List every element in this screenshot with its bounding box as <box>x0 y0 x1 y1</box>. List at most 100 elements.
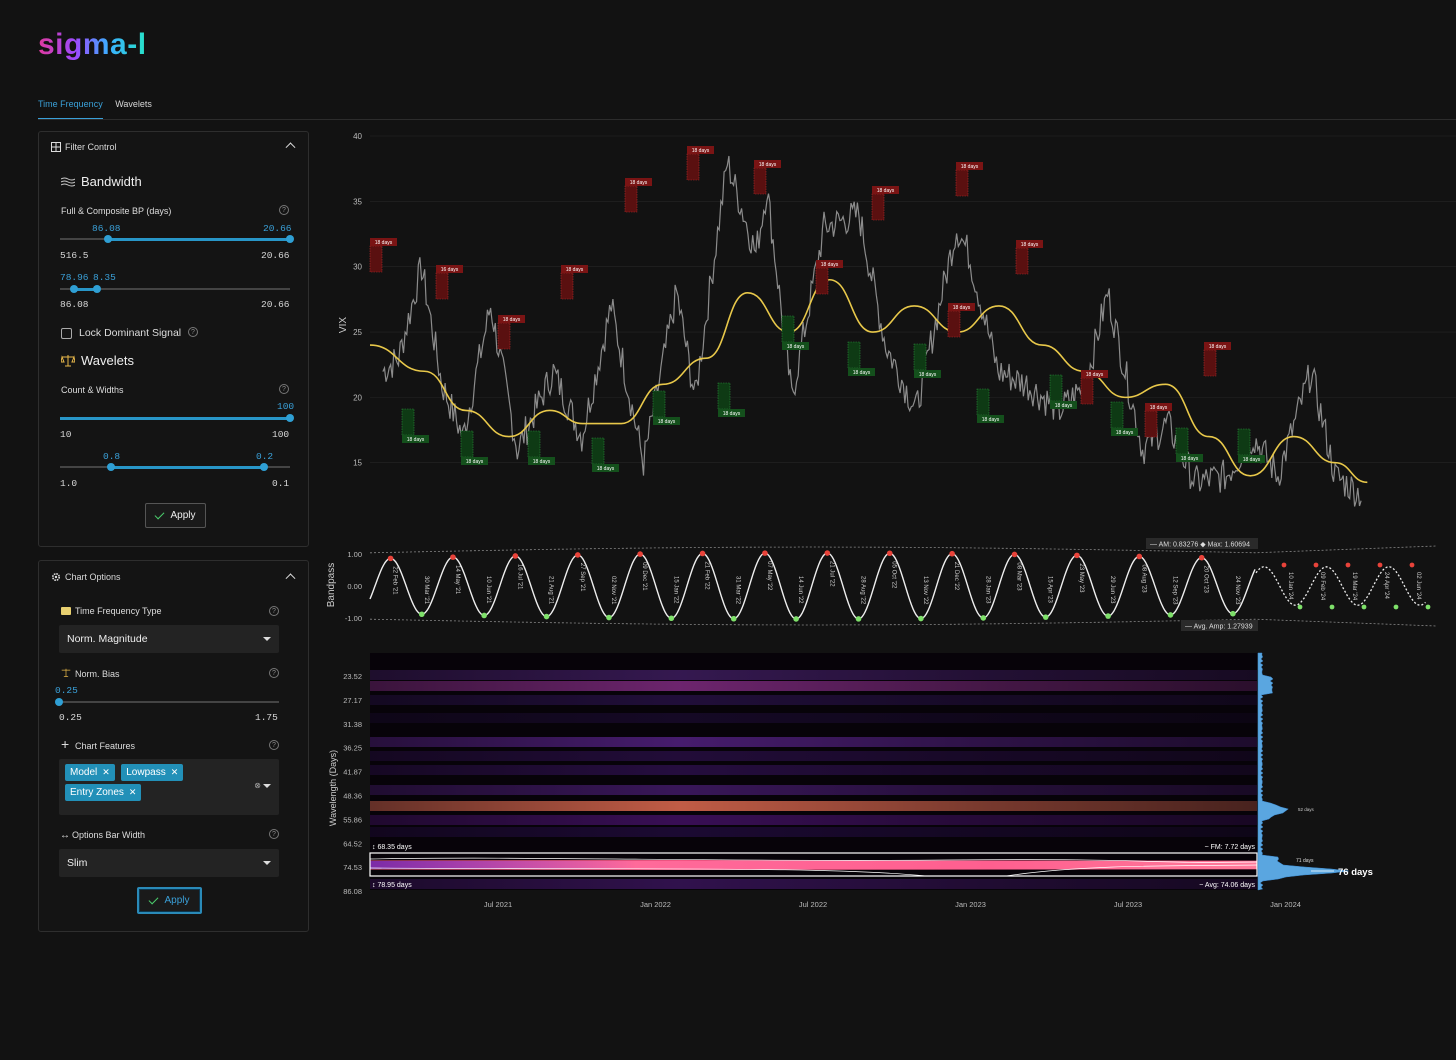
caret-down-icon <box>263 861 271 865</box>
bp-slider-low-handle[interactable] <box>104 235 112 243</box>
tf-type-select[interactable]: Norm. Magnitude <box>59 625 279 653</box>
bandpass-trough-marker <box>668 615 675 622</box>
trough-entry-zone: 18 days <box>976 388 1004 423</box>
heatmap-band <box>370 737 1257 747</box>
bandpass-peak-date: 21 Dec '22 <box>953 562 959 591</box>
svg-text:18 days: 18 days <box>1181 456 1199 462</box>
bandpass-chart[interactable]: Bandpass 1.00 0.00 -1.00 22 Feb '21 30 Mar … <box>326 538 1437 631</box>
wavelength-y-tick: 31.38 <box>343 720 362 729</box>
svg-text:18 days: 18 days <box>1150 405 1168 411</box>
chart-options-panel: Chart Options Time Frequency Type ? Norm… <box>38 560 309 932</box>
tab-wavelets[interactable]: Wavelets <box>115 99 152 109</box>
tf-type-label: Time Frequency Type <box>75 606 162 616</box>
peak-entry-zone: 18 days <box>497 315 525 350</box>
bandpass-peak-marker <box>574 552 581 558</box>
norm-bias-track[interactable] <box>55 698 279 706</box>
count-slider-handle[interactable] <box>286 414 294 422</box>
bandpass-trough-date: 21 Aug '21 <box>548 576 554 605</box>
composite-slider-track[interactable] <box>60 285 290 293</box>
filter-apply-button[interactable]: Apply <box>145 503 206 528</box>
composite-slider-high-handle[interactable] <box>93 285 101 293</box>
heatmap-band <box>370 879 1257 889</box>
help-icon[interactable]: ? <box>279 205 289 215</box>
chart-options-header[interactable]: Chart Options <box>39 561 308 593</box>
projected-trough-marker <box>1393 604 1399 610</box>
filter-control-panel: Filter Control Bandwidth Full & Composit… <box>38 131 309 547</box>
norm-bias-max: 1.75 <box>255 712 278 723</box>
count-slider-track[interactable] <box>60 414 294 422</box>
time-x-tick: Jul 2022 <box>799 900 827 909</box>
svg-text:18 days: 18 days <box>1243 457 1261 463</box>
bandpass-trough-marker <box>980 615 987 621</box>
vix-price-chart[interactable]: 15 20 25 30 35 40 VIX 18 days 16 days 18 days 18… <box>338 132 1456 507</box>
help-icon[interactable]: ? <box>188 327 198 337</box>
features-multiselect[interactable]: Model ✕ Lowpass ✕ Entry Zones ✕ ⊗ <box>59 759 279 815</box>
bandpass-peak-date: 08 Aug '23 <box>1140 564 1146 593</box>
bp-slider-min: 516.5 <box>60 250 89 261</box>
help-icon[interactable]: ? <box>269 829 279 839</box>
bandpass-y-tick: 1.00 <box>347 550 362 559</box>
width-slider-track[interactable] <box>60 463 290 471</box>
bandpass-trough-marker <box>793 616 799 622</box>
projection-date: 10 Jan '24 <box>1287 572 1293 600</box>
chart-options-apply-button[interactable]: Apply <box>137 887 202 914</box>
lock-dominant-checkbox[interactable] <box>61 328 72 339</box>
svg-text:18 days: 18 days <box>1055 403 1073 409</box>
feature-chip-entry-zones[interactable]: Entry Zones ✕ <box>65 784 142 801</box>
bandpass-avg-amp-annotation: — Avg. Amp: 1.27939 <box>1181 620 1258 631</box>
tab-time-frequency[interactable]: Time Frequency <box>38 96 103 119</box>
help-icon[interactable]: ? <box>269 668 279 678</box>
norm-bias-handle[interactable] <box>55 698 63 706</box>
collapse-chevron-icon[interactable] <box>285 573 296 584</box>
bandpass-trough-marker <box>1042 614 1049 620</box>
peak-entry-zone: 18 days <box>1144 403 1172 438</box>
app-logo: sigma-l <box>38 28 147 61</box>
bp-slider-max: 20.66 <box>261 250 290 261</box>
bandpass-peak-marker <box>824 550 831 556</box>
trough-entry-zone: 18 days <box>717 382 745 417</box>
bandpass-peak-date: 21 Jul '22 <box>828 561 834 587</box>
bandpass-trough-date: 30 Mar '21 <box>423 576 429 605</box>
check-icon <box>155 509 165 519</box>
feature-chip-lowpass[interactable]: Lowpass ✕ <box>121 764 184 781</box>
peak-entry-zone: 18 days <box>753 160 781 195</box>
remove-icon: ✕ <box>170 767 179 777</box>
wavelets-title: Wavelets <box>81 353 134 368</box>
composite-slider-low-handle[interactable] <box>70 285 78 293</box>
filter-apply-label: Apply <box>170 510 196 521</box>
bandpass-peak-date: 20 Oct '23 <box>1203 566 1209 594</box>
clear-icon[interactable]: ⊗ <box>254 781 261 790</box>
help-icon[interactable]: ? <box>279 384 289 394</box>
help-icon[interactable]: ? <box>269 606 279 616</box>
projected-trough-marker <box>1361 604 1367 610</box>
trough-entry-zone: 18 days <box>847 341 875 376</box>
time-frequency-charts[interactable]: 15 20 25 30 35 40 VIX 18 days 16 days 18 days 18… <box>326 120 1456 1060</box>
trough-entry-zone: 18 days <box>781 315 809 350</box>
wavelength-y-tick: 55.86 <box>343 815 362 824</box>
collapse-chevron-icon[interactable] <box>285 142 296 153</box>
help-icon[interactable]: ? <box>269 740 279 750</box>
bandpass-peak-date: 27 Sep '21 <box>579 563 585 592</box>
bandpass-trough-date: 28 Aug '22 <box>860 576 866 605</box>
width-slider-high-handle[interactable] <box>260 463 268 471</box>
peak-entry-zone: 18 days <box>624 178 652 213</box>
bp-slider-track[interactable] <box>60 235 294 243</box>
bp-slider-high-value: 20.66 <box>263 223 292 234</box>
svg-text:18 days: 18 days <box>566 267 584 273</box>
composite-slider-high-value: 8.35 <box>93 272 116 283</box>
caret-down-icon[interactable] <box>263 784 271 788</box>
plus-icon: + <box>61 736 70 752</box>
svg-text:18 days: 18 days <box>1209 344 1227 350</box>
filter-control-header[interactable]: Filter Control <box>39 132 308 162</box>
svg-text:— Avg. Amp: 1.27939: — Avg. Amp: 1.27939 <box>1185 624 1253 631</box>
bar-width-select[interactable]: Slim <box>59 849 279 877</box>
wavelength-y-tick: 86.08 <box>343 887 362 896</box>
bp-slider-high-handle[interactable] <box>286 235 294 243</box>
width-slider-low-handle[interactable] <box>107 463 115 471</box>
bar-width-label: Options Bar Width <box>72 830 146 840</box>
peak-entry-zone: 18 days <box>369 238 397 273</box>
wavelength-y-tick: 27.17 <box>343 696 362 705</box>
peak-entry-zone: 18 days <box>1203 342 1231 377</box>
wavelet-heatmap[interactable]: ↕ 68.35 days ↕ 78.95 days ~ FM: 7.72 day… <box>328 652 1373 909</box>
feature-chip-model[interactable]: Model ✕ <box>65 764 115 781</box>
